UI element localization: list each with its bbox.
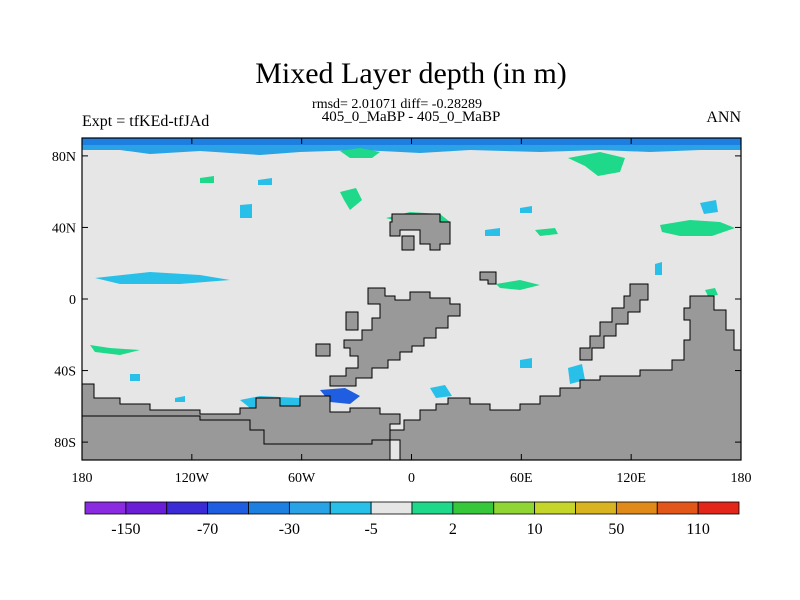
patch-cyan bbox=[130, 374, 140, 381]
colorbar-swatch bbox=[288, 501, 331, 515]
x-tick-label: 0 bbox=[408, 471, 415, 486]
colorbar-swatch bbox=[534, 501, 576, 515]
land-central-continent bbox=[329, 287, 461, 387]
colorbar-label: -5 bbox=[364, 521, 377, 538]
patch-cyan bbox=[485, 228, 500, 236]
colorbar-swatch bbox=[84, 501, 127, 515]
chart-subtitle-line2: 405_0_MaBP - 405_0_MaBP bbox=[322, 109, 501, 125]
colorbar-swatch bbox=[452, 501, 495, 515]
colorbar-label: -30 bbox=[279, 521, 300, 538]
y-tick-label: 40S bbox=[54, 365, 76, 380]
colorbar: -150 -70 -30 -5 2 10 50 110 bbox=[84, 501, 740, 538]
x-tick-label: 120E bbox=[616, 471, 646, 486]
colorbar-label: 110 bbox=[686, 521, 709, 538]
colorbar-label: -70 bbox=[197, 521, 218, 538]
patch-green bbox=[200, 176, 214, 183]
patch-green bbox=[90, 345, 140, 355]
colorbar-swatch bbox=[248, 501, 290, 515]
colorbar-swatch bbox=[697, 501, 740, 515]
patch-cyan bbox=[240, 204, 252, 218]
patch-cyan bbox=[520, 358, 532, 368]
colorbar-label: -150 bbox=[111, 521, 140, 538]
patch-green bbox=[660, 220, 735, 236]
patch-green bbox=[535, 228, 558, 236]
colorbar-swatch bbox=[370, 501, 413, 515]
y-tick-label: 80S bbox=[54, 436, 76, 451]
x-tick-label: 180 bbox=[731, 471, 752, 486]
chart-title: Mixed Layer depth (in m) bbox=[255, 57, 567, 90]
y-tick-label: 80N bbox=[52, 150, 76, 165]
patch-green bbox=[568, 152, 625, 176]
patch-cyan bbox=[430, 385, 452, 398]
colorbar-swatch bbox=[207, 501, 249, 515]
x-axis: 180 120W 60W 0 60E 120E 180 bbox=[72, 138, 752, 486]
colorbar-swatch bbox=[493, 501, 536, 515]
x-tick-label: 120W bbox=[175, 471, 210, 486]
land-west-island-2 bbox=[315, 343, 331, 357]
land-small-island bbox=[401, 235, 415, 251]
patch-green bbox=[705, 288, 718, 296]
y-axis: 80N 40N 0 40S 80S bbox=[52, 150, 741, 451]
patch-cyan bbox=[95, 272, 230, 284]
land-asia-arabia bbox=[389, 213, 451, 251]
colorbar-swatch bbox=[615, 501, 658, 515]
colorbar-swatch bbox=[125, 501, 168, 515]
map-plot bbox=[81, 137, 742, 461]
patch-green bbox=[496, 280, 540, 290]
patch-cyan bbox=[700, 200, 718, 214]
colorbar-swatch bbox=[411, 501, 454, 515]
arctic-band-edge bbox=[82, 145, 741, 155]
colorbar-swatch bbox=[166, 501, 209, 515]
patch-cyan bbox=[175, 396, 185, 402]
colorbar-swatch bbox=[575, 501, 617, 515]
x-tick-label: 180 bbox=[72, 471, 93, 486]
patch-cyan bbox=[258, 178, 272, 185]
y-tick-label: 40N bbox=[52, 221, 76, 236]
land-east-fragment bbox=[479, 271, 497, 285]
patch-cyan bbox=[655, 262, 662, 275]
patch-cyan bbox=[568, 364, 585, 384]
x-tick-label: 60E bbox=[510, 471, 533, 486]
x-tick-label: 60W bbox=[288, 471, 316, 486]
colorbar-swatch bbox=[329, 501, 372, 515]
land-masses bbox=[81, 213, 742, 461]
colorbar-label: 50 bbox=[608, 521, 624, 538]
colorbar-label: 2 bbox=[449, 521, 457, 538]
chart-left-label: Expt = tfKEd-tfJAd bbox=[82, 113, 209, 130]
land-east-strip bbox=[579, 283, 649, 361]
land-west-island bbox=[345, 311, 359, 331]
colorbar-swatch bbox=[656, 501, 699, 515]
chart-subtitle-line1: rmsd= 2.01071 diff= -0.28289 bbox=[312, 97, 482, 112]
patch-green bbox=[340, 188, 362, 210]
patch-cyan bbox=[520, 206, 532, 213]
y-tick-label: 0 bbox=[69, 293, 76, 308]
patch-green bbox=[340, 148, 380, 158]
colorbar-label: 10 bbox=[527, 521, 543, 538]
chart-right-label: ANN bbox=[706, 109, 741, 126]
